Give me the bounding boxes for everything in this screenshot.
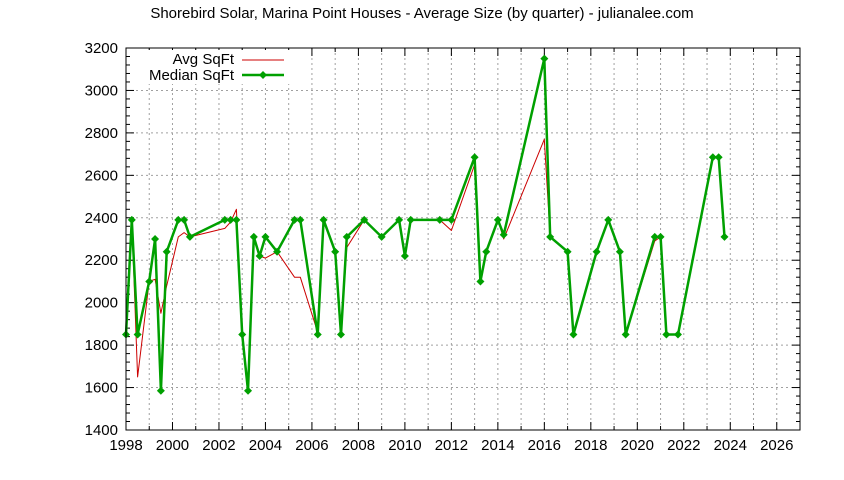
data-point-marker <box>232 215 241 224</box>
y-tick-label: 3200 <box>85 40 118 57</box>
chart-title: Shorebird Solar, Marina Point Houses - A… <box>150 5 694 22</box>
series-line-avg <box>125 138 725 392</box>
data-point-marker <box>244 386 253 395</box>
data-point-marker <box>592 247 601 256</box>
x-tick-label: 2016 <box>528 437 561 454</box>
data-point-marker <box>319 215 328 224</box>
series-group <box>122 54 729 395</box>
data-point-marker <box>435 215 444 224</box>
data-point-marker <box>162 247 171 256</box>
x-tick-label: 2026 <box>760 437 793 454</box>
data-point-marker <box>220 215 229 224</box>
legend-label-median: Median SqFt <box>149 67 235 84</box>
legend: Avg SqFt Median SqFt <box>140 50 290 84</box>
data-point-marker <box>650 232 659 241</box>
y-tick-label: 2600 <box>85 167 118 184</box>
data-point-marker <box>482 247 491 256</box>
data-point-marker <box>662 330 671 339</box>
data-point-marker <box>447 215 456 224</box>
x-tick-label: 2006 <box>295 437 328 454</box>
data-point-marker <box>540 54 549 63</box>
x-tick-label: 2000 <box>156 437 189 454</box>
x-tick-label: 2004 <box>249 437 282 454</box>
x-tick-label: 1998 <box>109 437 142 454</box>
y-tick-label: 2800 <box>85 125 118 142</box>
x-tick-label: 2002 <box>202 437 235 454</box>
data-point-marker <box>604 215 613 224</box>
data-point-marker <box>249 232 258 241</box>
data-point-marker <box>563 247 572 256</box>
data-point-marker <box>313 330 322 339</box>
grid-lines <box>126 48 800 430</box>
data-point-marker <box>336 330 345 339</box>
x-tick-label: 2008 <box>342 437 375 454</box>
data-point-marker <box>406 215 415 224</box>
x-axis-tick-labels: 1998 2000 2002 2004 2006 2008 2010 2012 2014 2016… <box>109 437 793 454</box>
data-point-marker <box>656 232 665 241</box>
x-tick-label: 2022 <box>667 437 700 454</box>
data-point-marker <box>133 330 142 339</box>
minor-ticks <box>125 47 801 431</box>
data-point-marker <box>290 215 299 224</box>
data-point-marker <box>156 386 165 395</box>
y-tick-label: 1800 <box>85 337 118 354</box>
x-tick-label: 2012 <box>435 437 468 454</box>
y-tick-label: 3000 <box>85 82 118 99</box>
data-point-marker <box>151 235 160 243</box>
x-tick-label: 2018 <box>574 437 607 454</box>
data-point-marker <box>493 215 502 224</box>
data-point-marker <box>238 330 247 339</box>
data-point-marker <box>400 251 409 260</box>
y-tick-label: 2000 <box>85 295 118 312</box>
data-point-marker <box>621 330 630 339</box>
data-point-marker <box>476 277 485 286</box>
data-point-marker <box>255 251 264 260</box>
data-point-marker <box>569 330 578 339</box>
data-point-marker <box>360 215 369 224</box>
x-tick-label: 2014 <box>481 437 514 454</box>
data-point-marker <box>546 232 555 241</box>
data-point-marker <box>226 215 235 224</box>
data-point-marker <box>708 153 717 162</box>
legend-label-avg: Avg SqFt <box>173 51 235 68</box>
data-point-marker <box>261 232 270 241</box>
data-point-marker <box>174 215 183 224</box>
y-tick-label: 1400 <box>85 422 118 439</box>
y-tick-label: 1600 <box>85 380 118 397</box>
data-point-marker <box>296 215 305 224</box>
series-line-median <box>124 57 726 392</box>
data-point-marker <box>180 215 189 224</box>
data-point-marker <box>470 153 479 162</box>
data-point-marker <box>342 232 351 241</box>
x-tick-label: 2010 <box>388 437 421 454</box>
plot-frame <box>125 47 801 431</box>
data-point-marker <box>127 215 136 224</box>
data-point-marker <box>395 215 404 224</box>
x-tick-label: 2024 <box>714 437 747 454</box>
data-point-marker <box>673 330 682 339</box>
data-point-marker <box>273 247 282 256</box>
y-tick-label: 2200 <box>85 252 118 269</box>
x-tick-label: 2020 <box>621 437 654 454</box>
data-point-marker <box>331 247 340 256</box>
data-point-marker <box>377 232 386 241</box>
data-point-marker <box>185 232 194 241</box>
data-point-marker <box>714 153 723 162</box>
data-point-marker <box>615 247 624 256</box>
data-point-marker <box>145 277 154 286</box>
y-axis-tick-labels: 1400 1600 1800 2000 2200 2400 2600 2800 3000 3200 <box>85 40 118 439</box>
data-point-marker <box>720 232 729 241</box>
data-point-marker <box>499 230 508 239</box>
legend-marker-median <box>259 71 267 79</box>
y-tick-label: 2400 <box>85 210 118 227</box>
